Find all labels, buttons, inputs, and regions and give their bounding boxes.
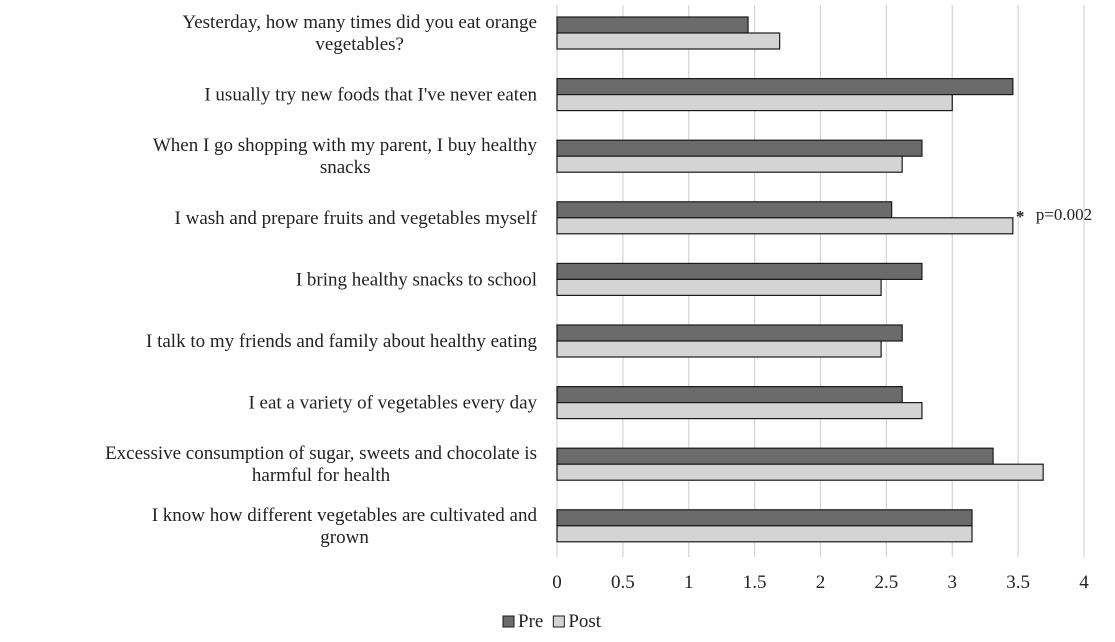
bar-post bbox=[556, 278, 882, 296]
x-axis-ticks: 0 0.5 1 1.5 2 2.5 3 3.5 4 bbox=[552, 572, 1089, 593]
bar-pre bbox=[556, 16, 749, 34]
legend-swatch-post bbox=[552, 615, 565, 628]
legend-label-pre: Pre bbox=[518, 611, 543, 632]
category-label: Excessive consumption of sugar, sweets a… bbox=[105, 443, 537, 464]
bar-post bbox=[556, 340, 882, 358]
annotations: * p=0.002 bbox=[1016, 205, 1092, 226]
bar-post bbox=[556, 463, 1044, 481]
bars bbox=[556, 16, 1044, 543]
category-label: When I go shopping with my parent, I buy… bbox=[153, 135, 538, 156]
category-label: Yesterday, how many times did you eat or… bbox=[182, 12, 537, 33]
legend: Pre Post bbox=[502, 611, 602, 632]
p-value-label: p=0.002 bbox=[1036, 205, 1092, 224]
bar-post bbox=[556, 402, 923, 420]
bar-post bbox=[556, 32, 781, 50]
bar-pre bbox=[556, 201, 893, 219]
x-tick-label: 1 bbox=[684, 572, 694, 593]
bar-pre bbox=[556, 447, 994, 465]
category-label: harmful for health bbox=[252, 465, 391, 486]
category-label: I usually try new foods that I've never … bbox=[204, 85, 537, 106]
bar-post bbox=[556, 93, 953, 112]
bar-pre bbox=[556, 262, 923, 280]
bar-pre bbox=[556, 139, 923, 157]
bar-post bbox=[556, 155, 903, 173]
legend-swatch-pre bbox=[502, 615, 515, 628]
category-label: I eat a variety of vegetables every day bbox=[248, 393, 537, 414]
bar-pre bbox=[556, 324, 903, 342]
bar-post bbox=[556, 525, 973, 543]
x-tick-label: 0.5 bbox=[611, 572, 635, 593]
category-label: snacks bbox=[320, 157, 371, 178]
x-tick-label: 2.5 bbox=[875, 572, 899, 593]
x-tick-label: 0 bbox=[552, 572, 562, 593]
significance-marker: * bbox=[1016, 207, 1025, 226]
category-label: I know how different vegetables are cult… bbox=[152, 505, 538, 526]
category-label: grown bbox=[320, 527, 369, 548]
category-labels: Yesterday, how many times did you eat or… bbox=[105, 12, 538, 548]
x-tick-label: 2 bbox=[816, 572, 826, 593]
x-tick-label: 3 bbox=[948, 572, 958, 593]
category-label: vegetables? bbox=[315, 34, 404, 55]
category-label: I bring healthy snacks to school bbox=[296, 269, 537, 290]
bar-pre bbox=[556, 509, 973, 527]
category-label: I talk to my friends and family about he… bbox=[146, 331, 537, 352]
bar-pre bbox=[556, 386, 903, 404]
bar-post bbox=[556, 217, 1014, 235]
legend-label-post: Post bbox=[568, 611, 601, 632]
category-label: I wash and prepare fruits and vegetables… bbox=[175, 208, 538, 229]
x-tick-label: 4 bbox=[1079, 572, 1089, 593]
x-tick-label: 3.5 bbox=[1006, 572, 1030, 593]
bar-pre bbox=[556, 77, 1014, 96]
x-tick-label: 1.5 bbox=[743, 572, 767, 593]
